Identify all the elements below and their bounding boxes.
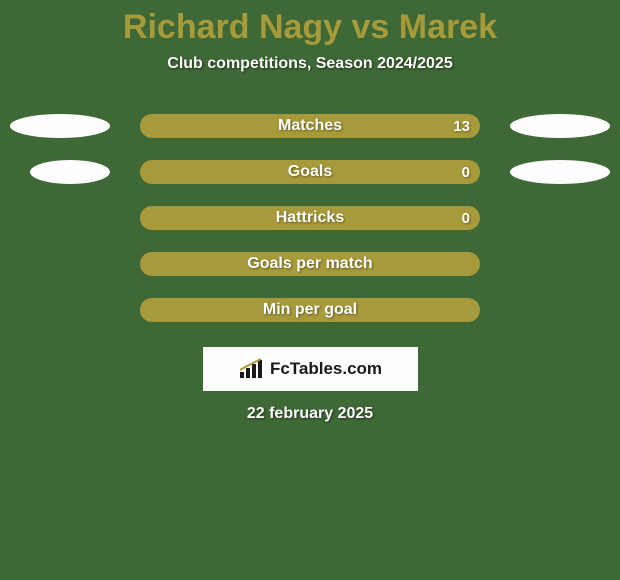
stat-label: Goals per match [140,252,480,276]
bar-chart-icon [238,358,264,380]
stat-label: Min per goal [140,298,480,322]
stat-bar: Goals 0 [140,160,480,184]
stat-bar: Matches 13 [140,114,480,138]
stat-label: Matches [140,114,480,138]
stat-row: Min per goal [0,287,620,333]
date-text: 22 february 2025 [0,405,620,423]
stat-row: Goals per match [0,241,620,287]
stat-value-right: 13 [453,114,470,138]
stat-bar: Goals per match [140,252,480,276]
stat-row: Matches 13 [0,103,620,149]
stat-bar: Hattricks 0 [140,206,480,230]
page-subtitle: Club competitions, Season 2024/2025 [0,55,620,73]
stat-label: Hattricks [140,206,480,230]
right-ellipse [510,160,610,184]
stat-row: Hattricks 0 [0,195,620,241]
logo-text: FcTables.com [270,359,382,379]
stat-value-right: 0 [462,160,470,184]
left-ellipse [30,160,110,184]
stat-rows: Matches 13 Goals 0 Hattricks 0 Goals per… [0,103,620,333]
stat-bar: Min per goal [140,298,480,322]
logo-box: FcTables.com [203,347,418,391]
page-title: Richard Nagy vs Marek [0,0,620,47]
left-ellipse [10,114,110,138]
right-ellipse [510,114,610,138]
stat-row: Goals 0 [0,149,620,195]
stat-value-right: 0 [462,206,470,230]
stat-label: Goals [140,160,480,184]
